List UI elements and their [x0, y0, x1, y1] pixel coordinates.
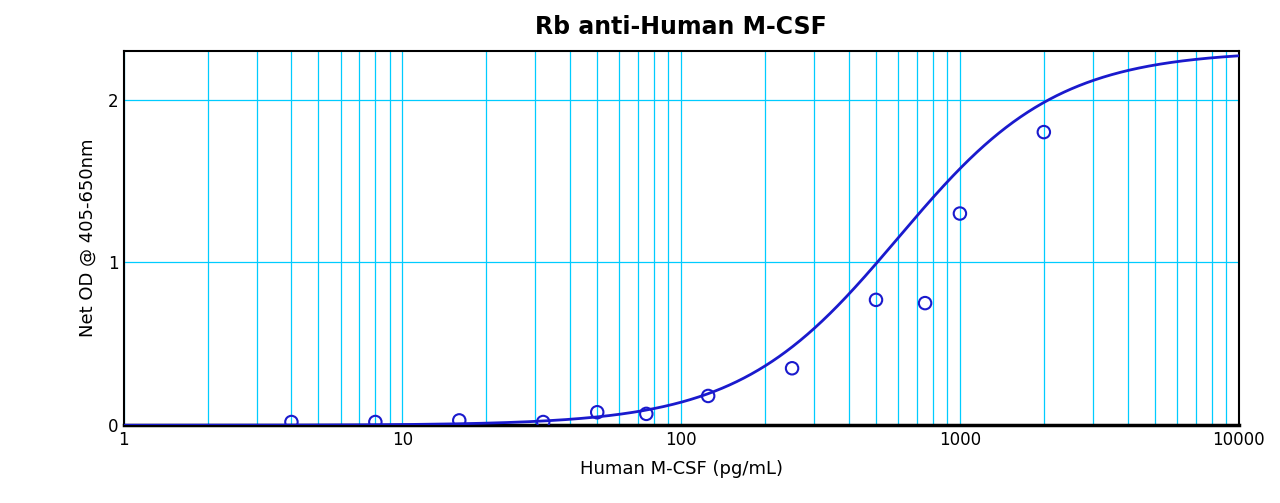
Point	[698, 392, 718, 400]
Point	[782, 364, 803, 372]
Point	[282, 418, 302, 426]
Point	[588, 408, 608, 416]
Y-axis label: Net OD @ 405-650nm: Net OD @ 405-650nm	[79, 139, 97, 337]
Point	[1033, 128, 1053, 136]
X-axis label: Human M-CSF (pg/mL): Human M-CSF (pg/mL)	[580, 460, 782, 478]
Point	[365, 418, 385, 426]
Point	[449, 416, 470, 425]
Point	[950, 210, 970, 218]
Point	[915, 299, 936, 307]
Point	[865, 296, 886, 304]
Point	[636, 410, 657, 418]
Point	[532, 418, 553, 426]
Title: Rb anti-Human M-CSF: Rb anti-Human M-CSF	[535, 15, 827, 39]
